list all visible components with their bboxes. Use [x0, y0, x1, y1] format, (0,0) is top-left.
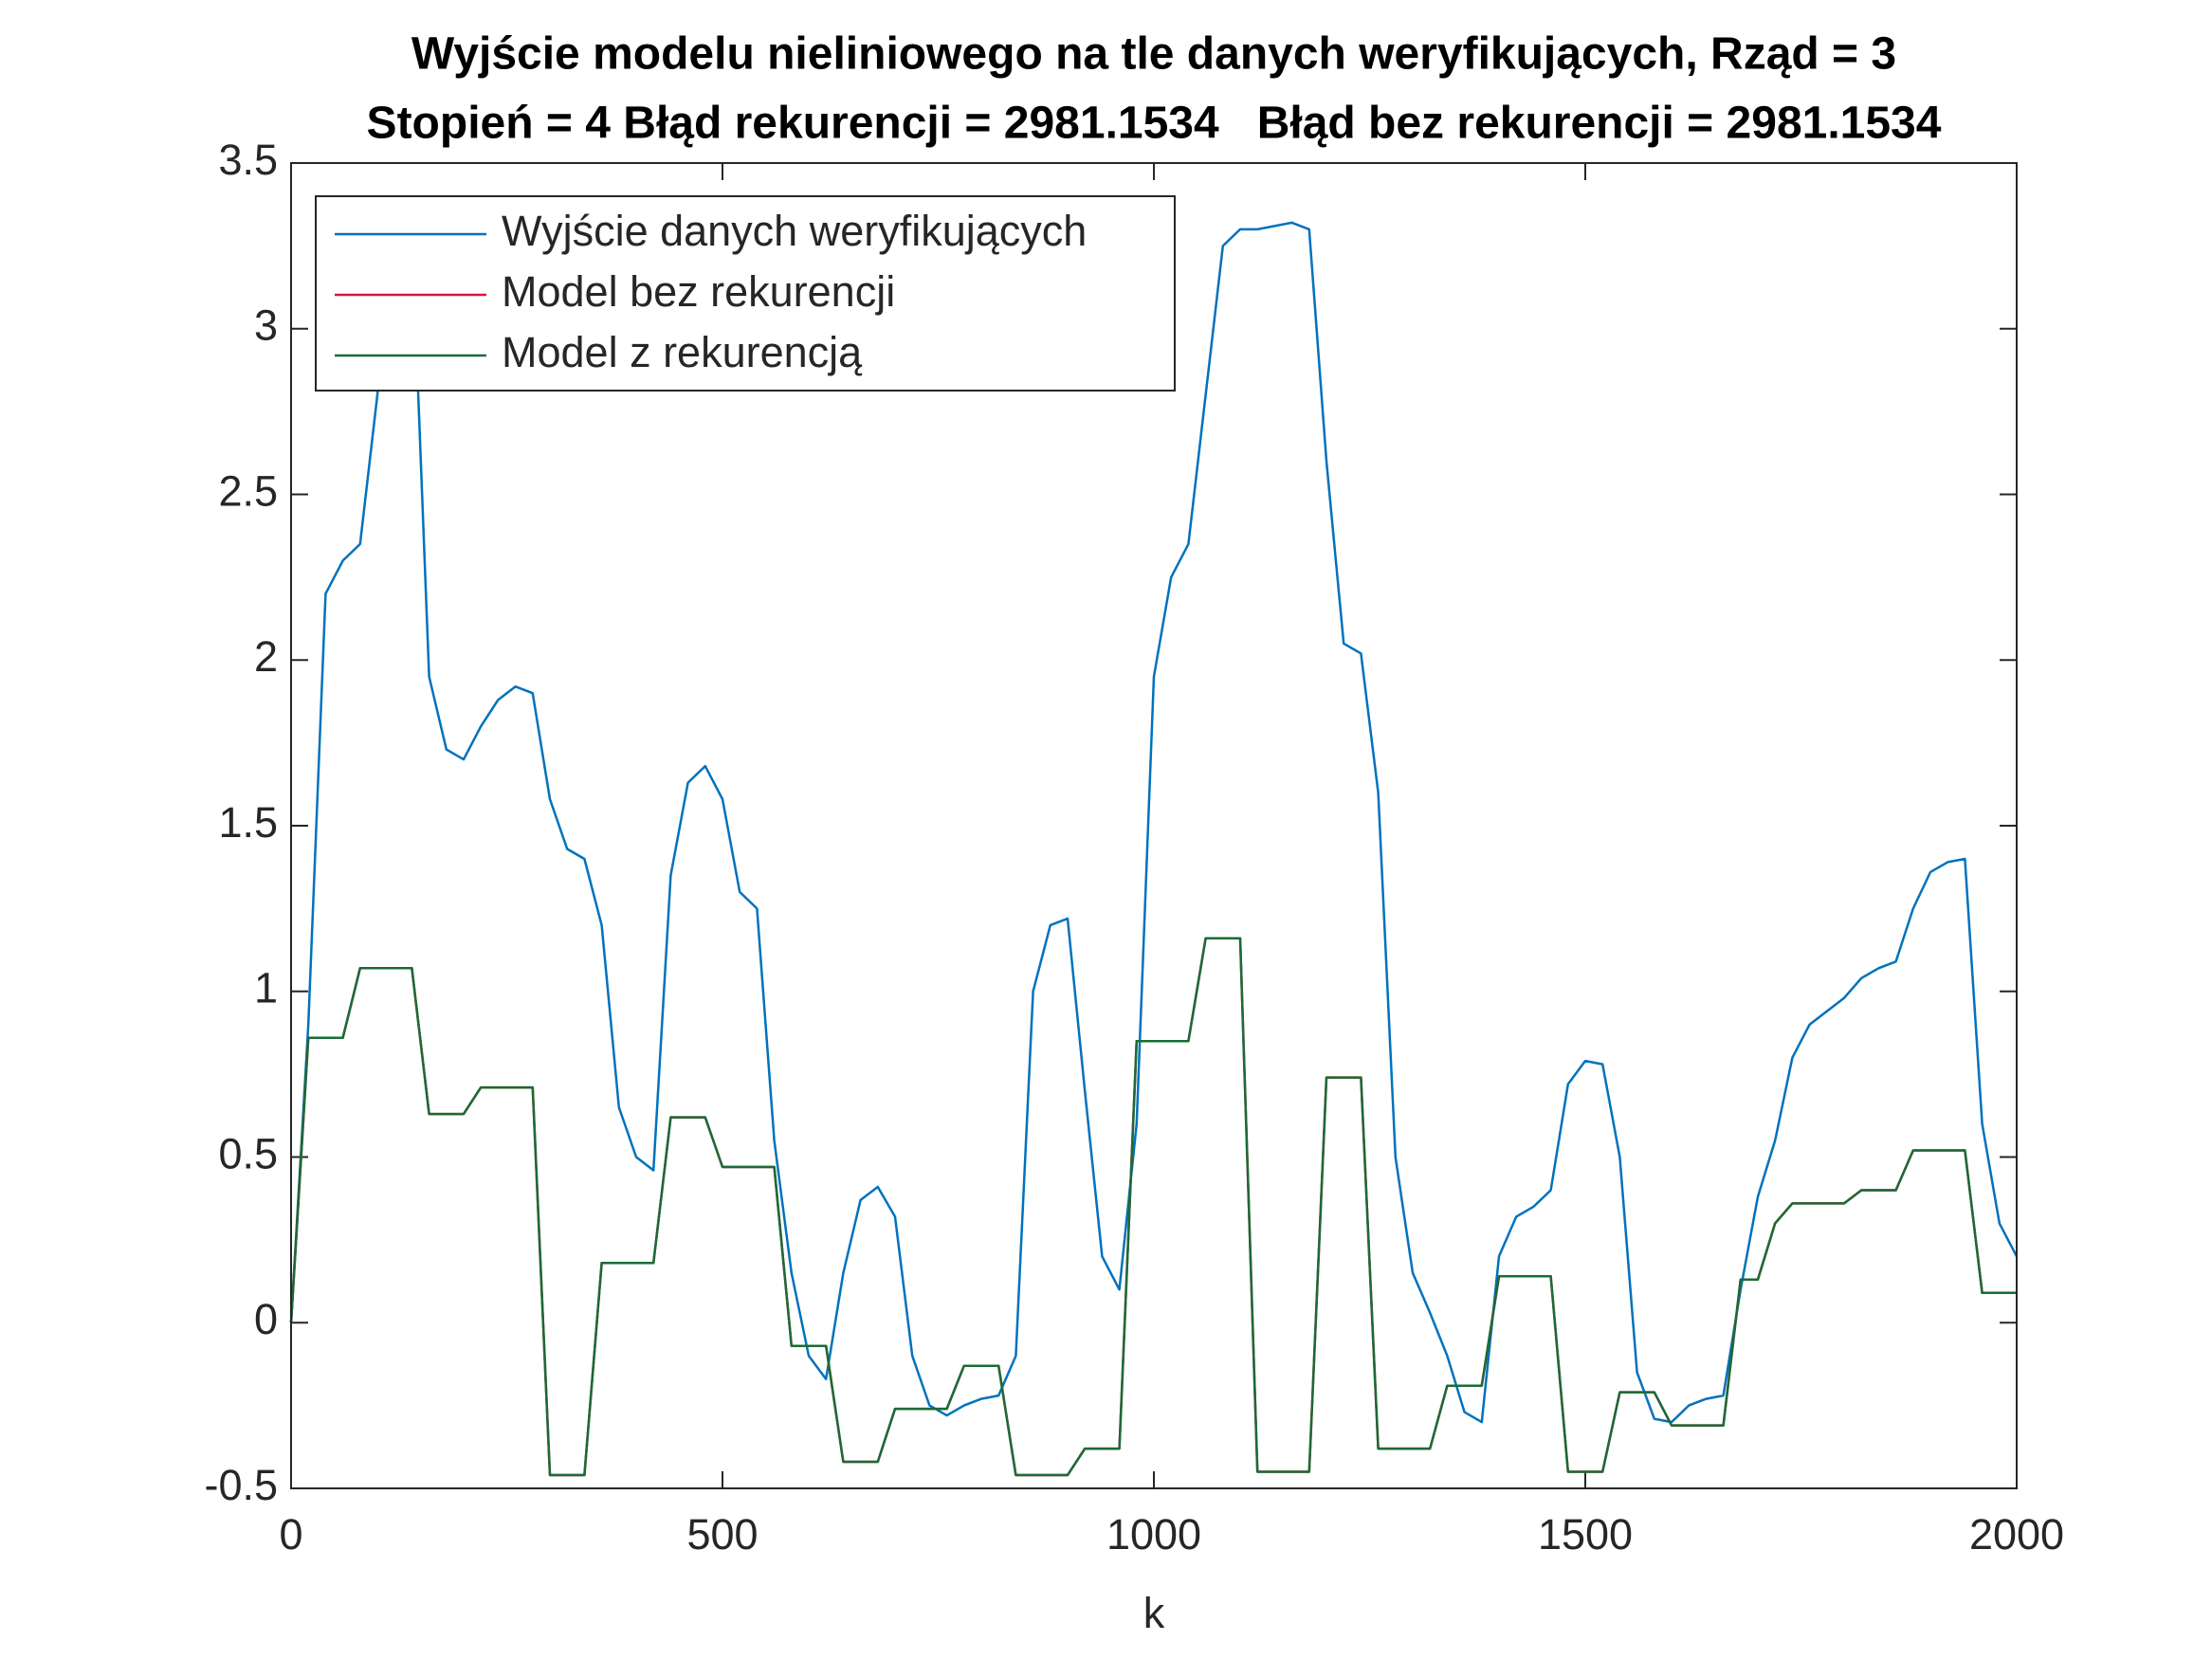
legend-label: Model z rekurencją	[502, 328, 863, 376]
legend-label: Wyjście danych weryfikujących	[502, 207, 1087, 255]
x-tick-label: 0	[279, 1510, 302, 1559]
legend-label: Model bez rekurencji	[502, 267, 895, 316]
x-tick-label: 2000	[1969, 1510, 2064, 1559]
y-tick-label: 3.5	[218, 136, 278, 184]
x-tick-label: 1500	[1538, 1510, 1633, 1559]
y-tick-label: 0	[254, 1295, 278, 1343]
y-tick-label: 2	[254, 632, 278, 681]
series-line	[289, 221, 2019, 1424]
y-tick-label: 3	[254, 301, 278, 350]
x-tick-label: 1000	[1106, 1510, 1201, 1559]
y-tick-label: 2.5	[218, 466, 278, 515]
y-tick-label: -0.5	[204, 1461, 278, 1509]
x-tick-label: 500	[686, 1510, 758, 1559]
series-line	[289, 937, 2017, 1477]
x-axis-label: k	[1143, 1589, 1165, 1637]
y-tick-label: 0.5	[218, 1129, 278, 1177]
axes-box	[290, 162, 2018, 1489]
y-tick-label: 1.5	[218, 798, 278, 847]
chart-subtitle: Stopień = 4 Błąd rekurencji = 2981.1534 …	[367, 99, 1942, 149]
y-tick-label: 1	[254, 964, 278, 1012]
chart-title: Wyjście modelu nieliniowego na tle danyc…	[411, 29, 1896, 80]
legend-box	[315, 195, 1176, 392]
